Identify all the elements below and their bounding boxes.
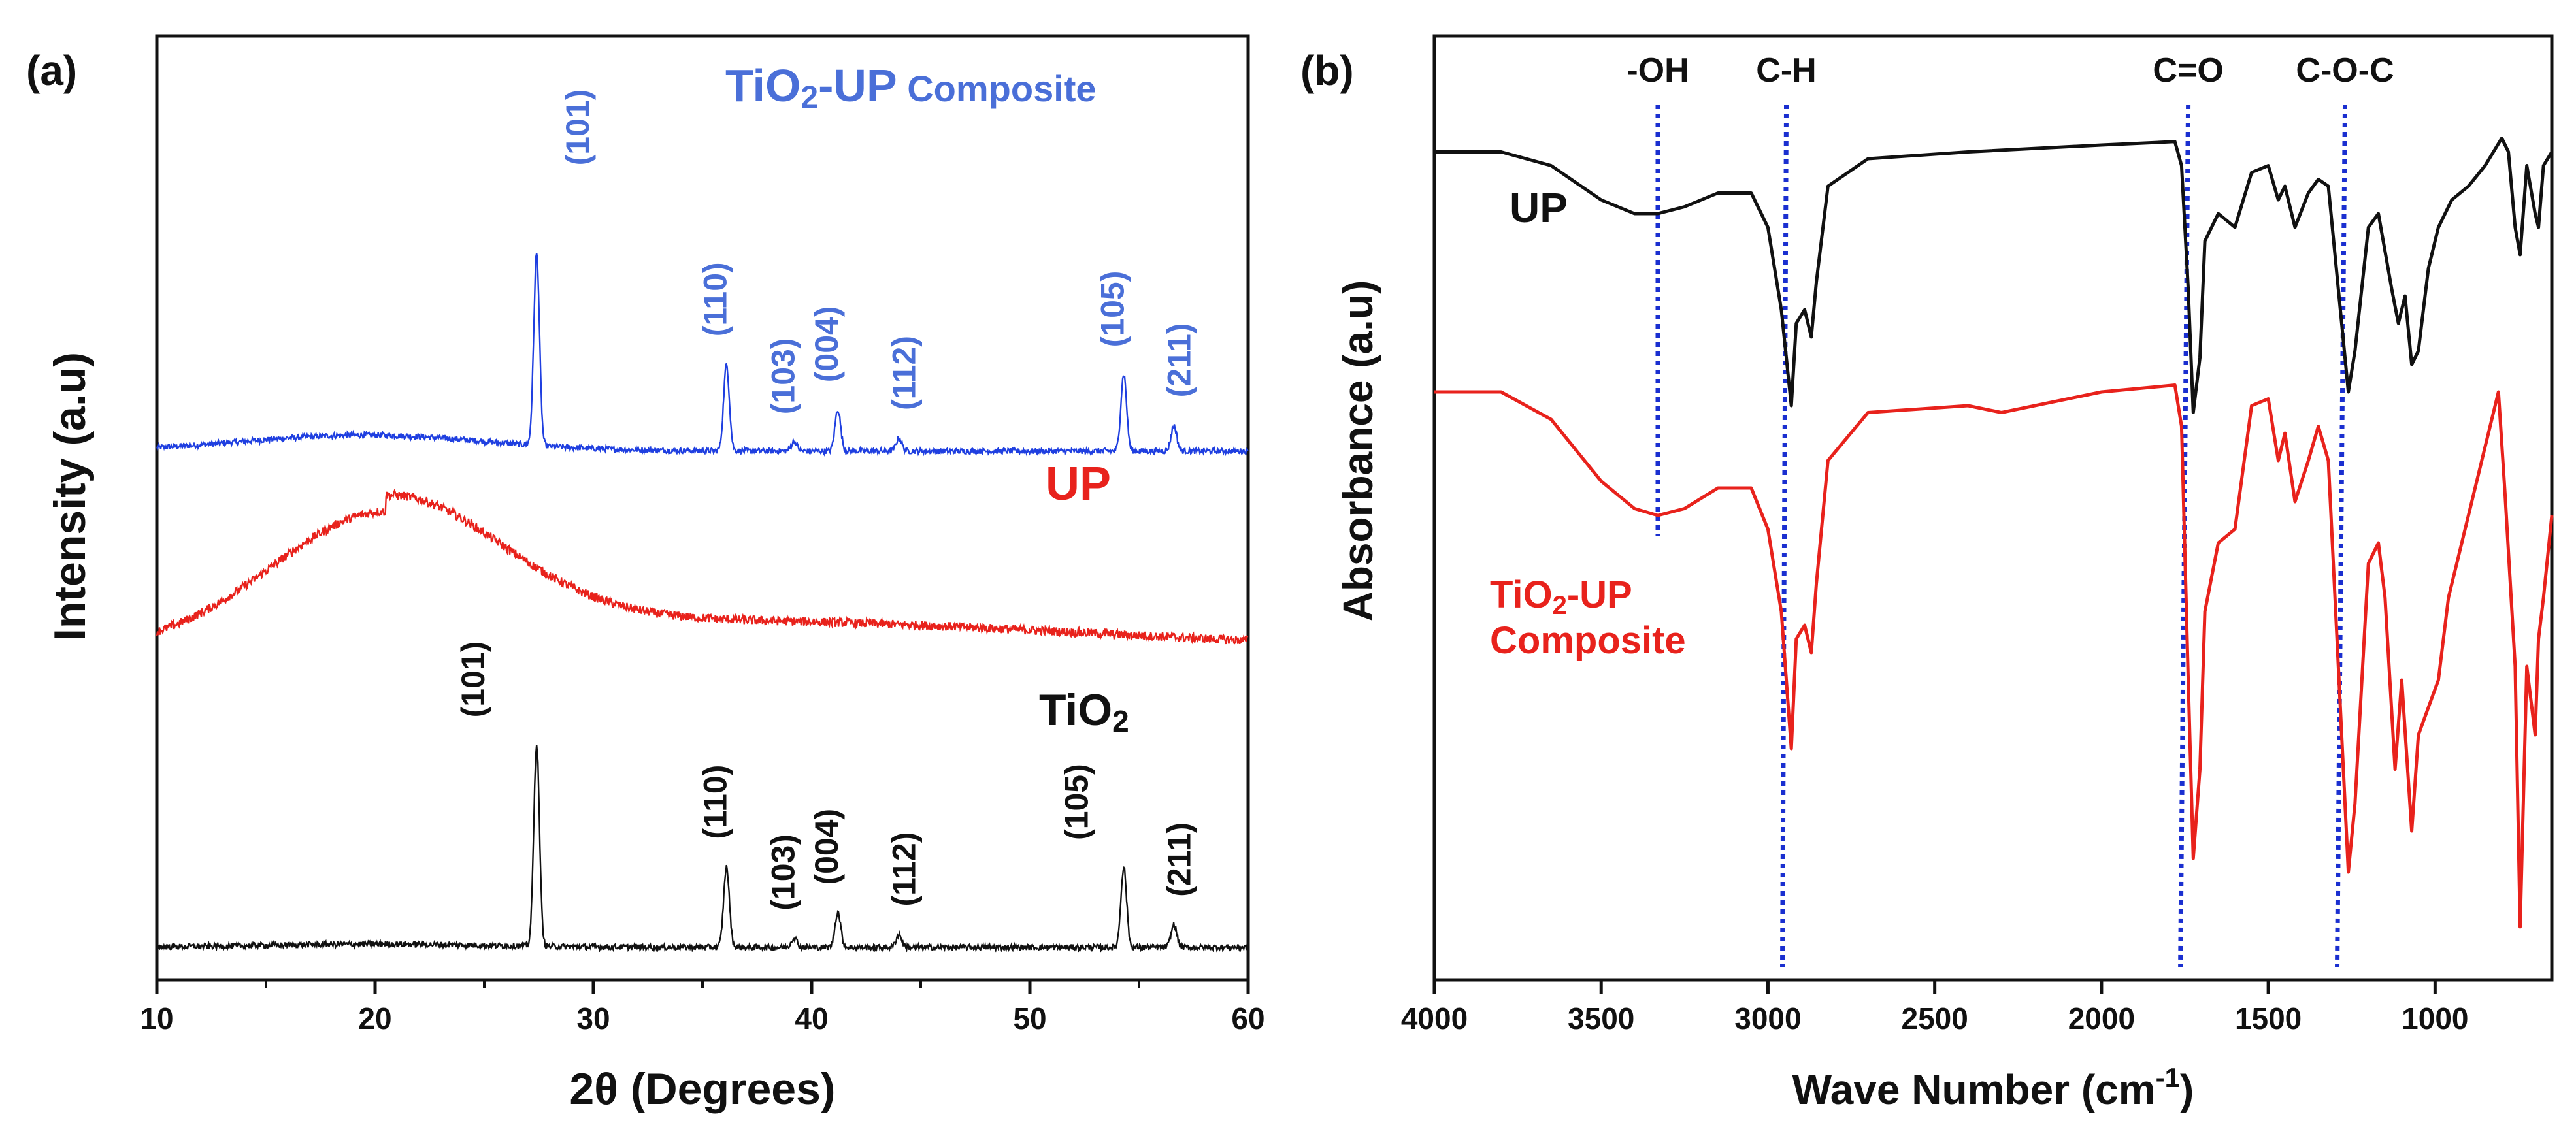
panel-b-x-tick-label: 2000 [2068, 1001, 2135, 1035]
panel-a-x-tick-label: 30 [576, 1001, 610, 1035]
reference-line-label: C=O [2153, 52, 2223, 89]
panel-b-curves [1434, 137, 2554, 929]
series-line-tio2-up-composite-ftir [1434, 383, 2554, 929]
panel-a-curves [156, 253, 1249, 953]
panel-b-x-axis-title-main: Wave Number (cm [1792, 1066, 2156, 1113]
panel-a-x-axis-title: 2θ (Degrees) [569, 1064, 835, 1114]
panel-b-x-tick-label: 4000 [1401, 1001, 1468, 1035]
panel-b-x-tick-label: 1000 [2402, 1001, 2468, 1035]
composite-b-sub: 2 [1553, 591, 1567, 620]
reference-line-label: -OH [1627, 52, 1689, 89]
panel-b-frame [1432, 34, 2554, 982]
panel-a-x-tick-label: 60 [1231, 1001, 1264, 1035]
panel-a-hkl-labels: (101)(110)(103) (004) (112)(105)(211)(101)… [455, 89, 1197, 911]
panel-b-x-axis-title: Wave Number (cm-1) [1792, 1062, 2194, 1113]
hkl-label: (112) [886, 832, 923, 907]
legend-label-composite-a: TiO2-UP Composite [725, 60, 1097, 115]
panel-a: (a) 10 20 30 40 50 60 2θ (Degrees) Intensity … [26, 34, 1265, 1114]
reference-line-label: C-O-C [2296, 52, 2394, 89]
legend-label-up-b: UP [1510, 184, 1568, 231]
panel-b: (b) 4000 3500 3000 2500 2000 1500 1000 Wave Nu… [1300, 34, 2554, 1113]
hkl-label: (110) [697, 262, 734, 336]
composite-a-sub: 2 [801, 80, 818, 115]
legend-label-tio2-a: TiO2 [1039, 685, 1129, 738]
panel-b-x-tick-label: 3500 [1568, 1001, 1634, 1035]
panel-a-x-tick-label: 20 [358, 1001, 391, 1035]
legend-label-composite-b-line1: TiO2-UP [1490, 574, 1632, 620]
panel-a-x-tick-label: 10 [140, 1001, 173, 1035]
panel-b-x-tick-label: 1500 [2235, 1001, 2302, 1035]
hkl-label: (103) [765, 338, 801, 415]
composite-a-small: Composite [897, 68, 1097, 109]
hkl-label: (211) [1161, 822, 1197, 897]
panel-a-y-axis-title: Intensity (a.u) [45, 352, 95, 641]
hkl-label: (105) [1095, 271, 1131, 348]
panel-b-x-axis-title-close: ) [2180, 1066, 2194, 1113]
panel-b-y-axis-title: Absorbance (a.u) [1334, 280, 1381, 622]
reference-line [1780, 104, 1789, 967]
hkl-label: (103) [765, 834, 801, 911]
tio2-a-sub: 2 [1112, 704, 1129, 738]
hkl-label: (101) [455, 642, 491, 718]
hkl-label: (004) [808, 809, 845, 885]
panel-b-label: (b) [1300, 47, 1354, 94]
legend-label-composite-b-line2: Composite [1490, 619, 1686, 662]
panel-a-x-tick-label: 50 [1013, 1001, 1046, 1035]
composite-b-main: TiO [1490, 574, 1553, 616]
legend-label-up-a: UP [1046, 458, 1111, 510]
series-line-up-ftir [1434, 137, 2554, 414]
panel-b-x-axis: 4000 3500 3000 2500 2000 1500 1000 [1401, 980, 2469, 1035]
panel-a-x-tick-label: 40 [795, 1001, 828, 1035]
hkl-label: (101) [559, 89, 596, 166]
panel-b-reference-lines: -OH C-H C=O C-O-C [1627, 52, 2394, 967]
reference-line [2335, 104, 2348, 967]
composite-a-main: TiO [725, 60, 801, 111]
panel-b-x-axis-title-sup: -1 [2156, 1062, 2180, 1093]
hkl-label: (105) [1059, 764, 1095, 840]
composite-a-rest: -UP [818, 60, 897, 111]
hkl-label: (110) [697, 765, 734, 839]
series-line-up [156, 489, 1249, 645]
hkl-label: (211) [1161, 323, 1197, 397]
series-line-tio2 [156, 745, 1249, 953]
panel-a-x-axis: 10 20 30 40 50 60 [140, 980, 1265, 1035]
tio2-a-main: TiO [1039, 685, 1112, 735]
panel-b-x-tick-label: 3000 [1734, 1001, 1801, 1035]
hkl-label: (004) [808, 306, 845, 383]
composite-b-rest: -UP [1567, 574, 1632, 616]
hkl-label: (112) [886, 336, 923, 410]
series-line-tio2-up-composite [156, 253, 1249, 457]
panel-a-label: (a) [26, 47, 77, 94]
reference-line-label: C-H [1756, 52, 1816, 89]
panel-b-x-tick-label: 2500 [1901, 1001, 1968, 1035]
